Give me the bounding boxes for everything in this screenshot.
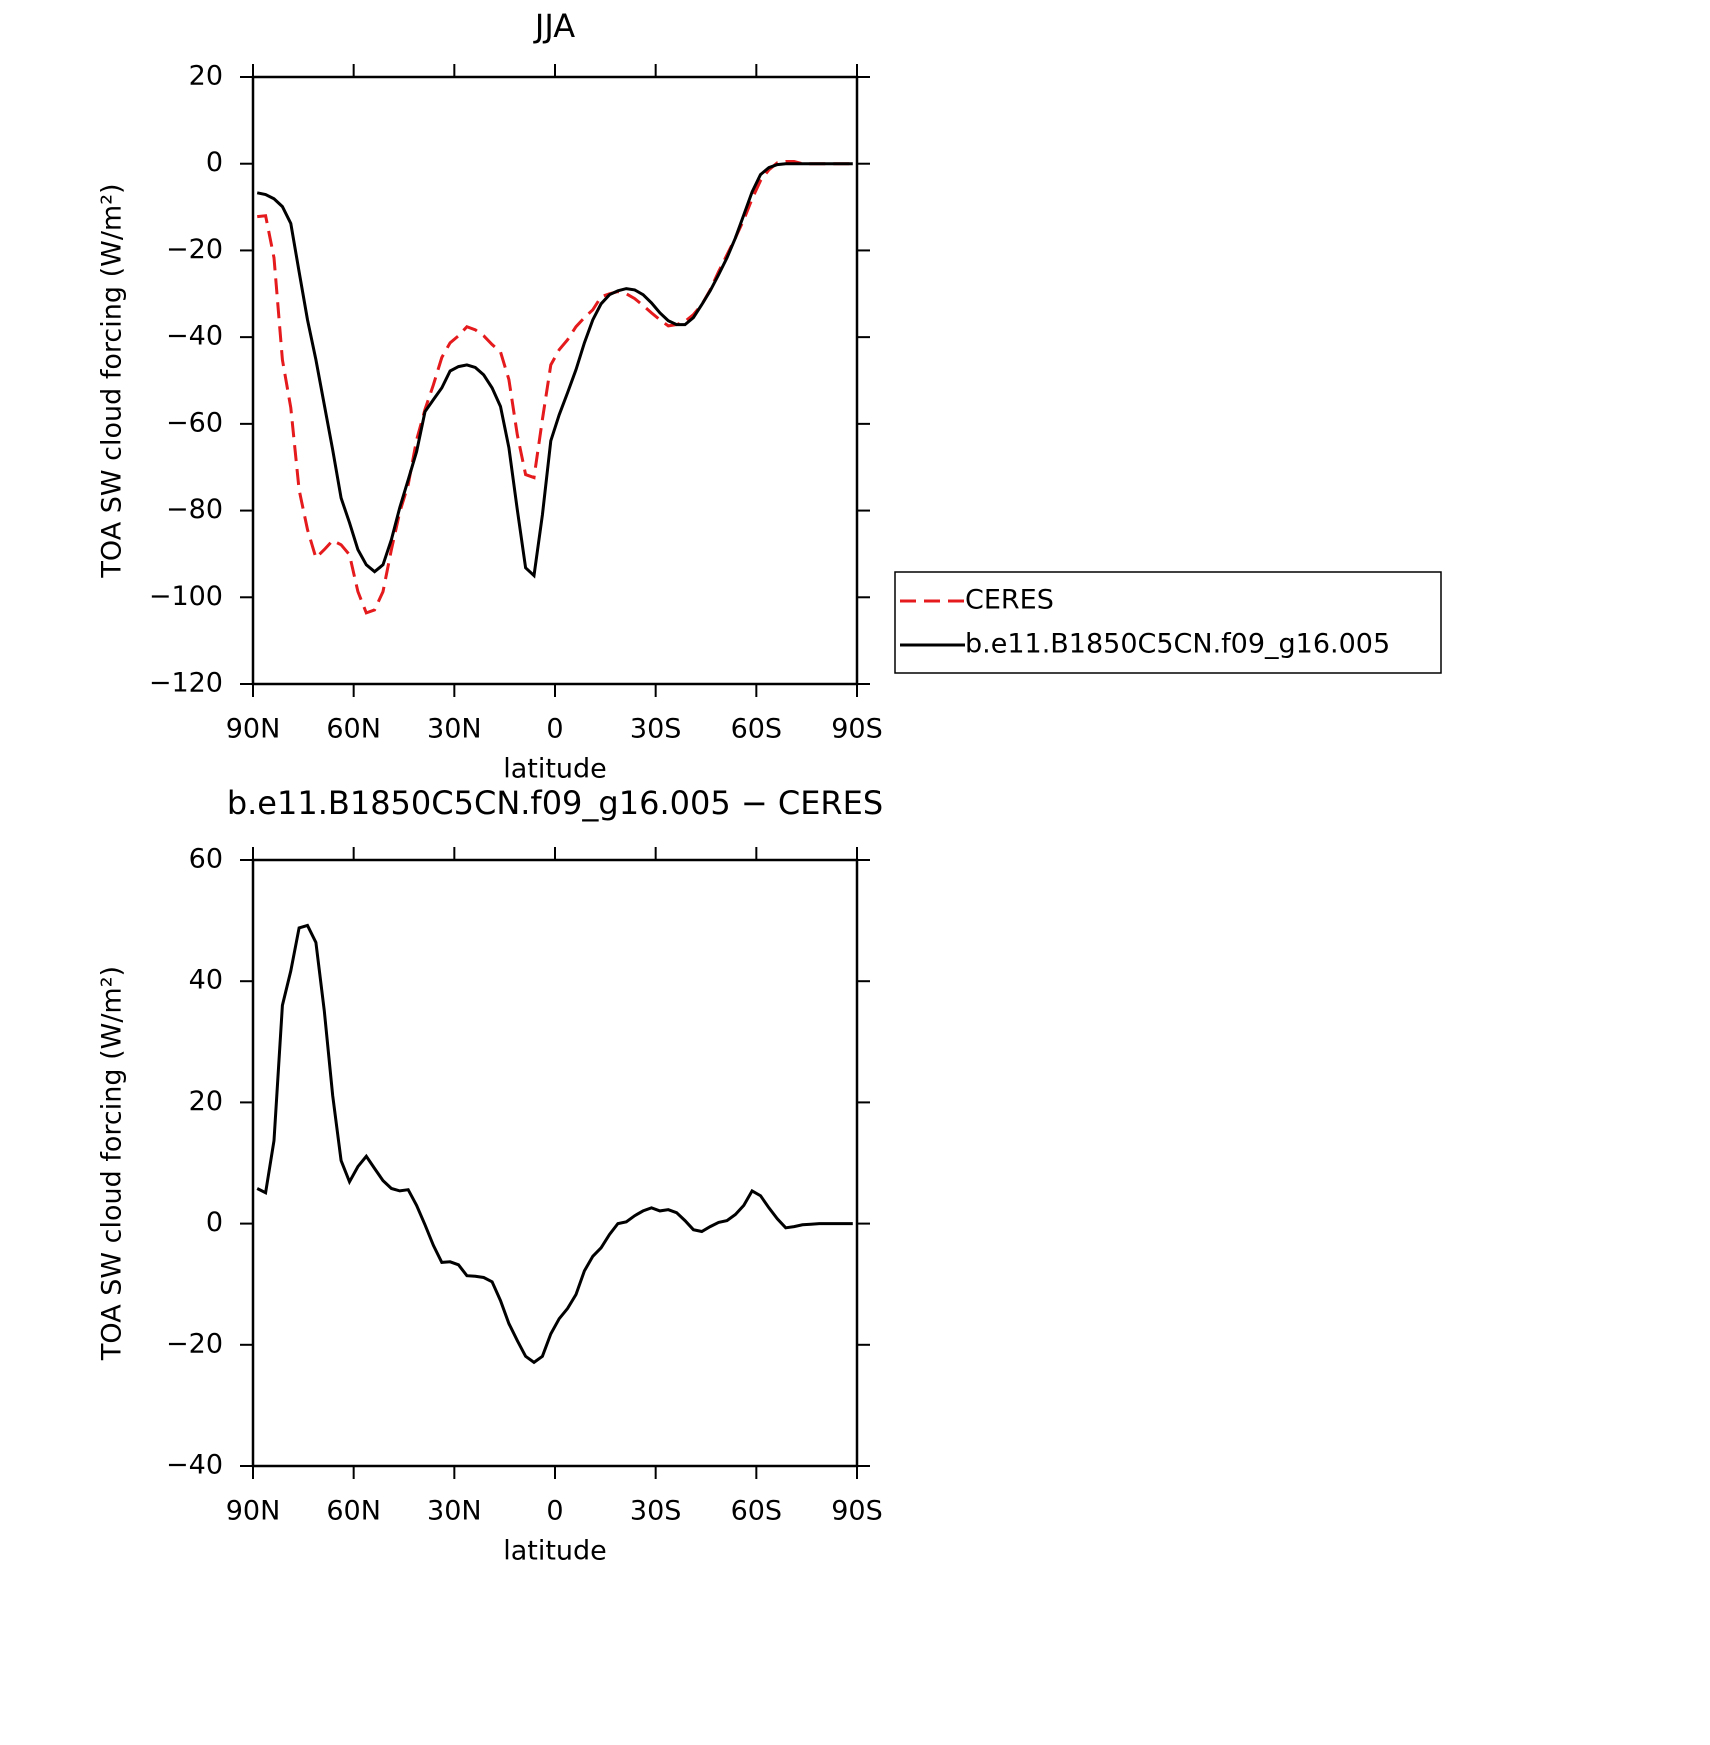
x-tick-label: 60S (731, 714, 783, 745)
y-tick-label: 60 (189, 844, 223, 875)
y-axis-label: TOA SW cloud forcing (W/m²) (97, 966, 128, 1361)
x-tick-label: 0 (546, 1496, 563, 1527)
data-line (256, 923, 853, 1365)
y-tick-label: −100 (149, 581, 223, 612)
y-tick-label: −40 (166, 321, 223, 352)
x-tick-label: 30S (630, 1496, 682, 1527)
x-tick-label: 60N (326, 714, 381, 745)
x-axis-label: latitude (503, 1536, 607, 1567)
y-tick-label: 0 (206, 147, 223, 178)
y-tick-label: 20 (189, 61, 223, 92)
x-tick-label: 90S (831, 714, 883, 745)
y-tick-label: 20 (189, 1086, 223, 1117)
x-tick-label: 30N (427, 1496, 482, 1527)
y-tick-label: −60 (166, 407, 223, 438)
x-tick-label: 30N (427, 714, 482, 745)
plot: b.e11.B1850C5CN.f09_g16.005 − CERES −40 −2… (97, 784, 884, 1567)
x-tick-label: 60N (326, 1496, 381, 1527)
x-tick-label: 90N (226, 1496, 281, 1527)
x-axis-label: latitude (503, 754, 607, 785)
legend: CERES b.e11.B1850C5CN.f09_g16.005 (894, 571, 1442, 674)
legend-label: CERES (965, 585, 1054, 616)
data-line (257, 160, 853, 615)
x-tick-label: 60S (731, 1496, 783, 1527)
y-tick-label: 40 (189, 965, 223, 996)
x-tick-label: 90S (831, 1496, 883, 1527)
x-tick-label: 0 (546, 714, 563, 745)
legend-box (894, 571, 1442, 674)
legend-label: b.e11.B1850C5CN.f09_g16.005 (965, 629, 1390, 660)
y-tick-label: 0 (206, 1207, 223, 1238)
plot: JJA −120 −100 −80 −60 −40 −20 0 20 90N 60N 30N 0 30S 6… (97, 7, 1442, 785)
y-tick-label: −20 (166, 234, 223, 265)
y-tick-label: −80 (166, 494, 223, 525)
chart-title: JJA (533, 7, 575, 45)
chart-title: b.e11.B1850C5CN.f09_g16.005 − CERES (227, 784, 883, 822)
x-tick-label: 90N (226, 714, 281, 745)
y-tick-label: −120 (149, 668, 223, 699)
data-line (256, 162, 853, 579)
y-tick-label: −20 (166, 1328, 223, 1359)
y-tick-label: −40 (166, 1450, 223, 1481)
x-tick-label: 30S (630, 714, 682, 745)
y-axis-label: TOA SW cloud forcing (W/m²) (97, 183, 128, 578)
